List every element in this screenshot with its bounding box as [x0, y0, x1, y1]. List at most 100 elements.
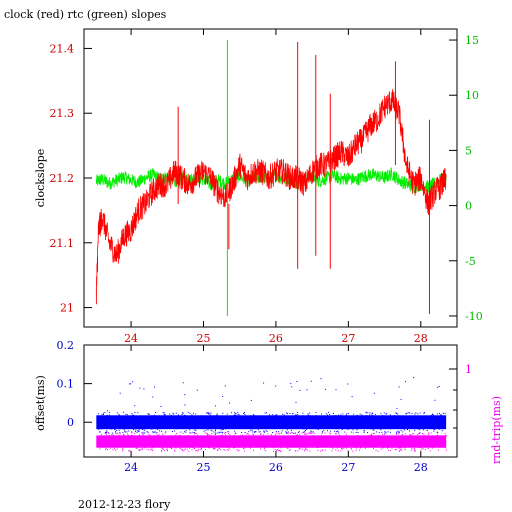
rnd-trip-series-point — [170, 435, 172, 437]
offset-series-point — [407, 427, 409, 429]
offset-series-point — [386, 413, 388, 415]
offset-series-point — [225, 428, 227, 430]
rnd-trip-series-point — [288, 435, 290, 437]
rnd-trip-series-point — [422, 448, 424, 450]
rnd-trip-series-point — [117, 432, 119, 434]
rnd-trip-series-point — [152, 441, 154, 443]
rnd-trip-series-point — [445, 447, 447, 449]
offset-series-point — [411, 412, 413, 414]
rnd-trip-series-point — [239, 435, 241, 437]
rnd-trip-series-point — [416, 437, 418, 439]
offset-series-point — [119, 432, 121, 434]
rnd-trip-series-point — [150, 449, 152, 451]
rnd-trip-series-point — [243, 437, 245, 439]
rnd-trip-series-point — [169, 437, 171, 439]
rnd-trip-series-point — [191, 447, 193, 448]
offset-series-point — [370, 428, 372, 430]
offset-series-point — [372, 429, 374, 431]
offset-series-point — [136, 418, 138, 420]
offset-series-point — [274, 418, 276, 420]
rnd-trip-series-point — [283, 443, 285, 445]
rnd-trip-series-point — [127, 438, 129, 440]
rnd-trip-series-point — [139, 441, 141, 443]
offset-series-point — [323, 430, 325, 432]
rnd-trip-series-point — [198, 436, 200, 438]
rnd-trip-series-point — [228, 439, 230, 441]
offset-series-point — [384, 421, 386, 423]
offset-series-point — [133, 416, 135, 418]
offset-series-point — [168, 417, 170, 419]
rnd-trip-series-point — [340, 437, 342, 439]
offset-series-point — [167, 417, 169, 419]
rnd-trip-series-point — [189, 447, 191, 449]
rnd-trip-series-point — [203, 445, 205, 446]
rnd-trip-series-point — [369, 441, 371, 442]
rnd-trip-series-point — [302, 437, 304, 439]
rnd-trip-series-point — [346, 447, 347, 449]
rnd-trip-series-point — [387, 436, 389, 438]
offset-outlier-point — [275, 385, 277, 387]
offset-series-point — [216, 419, 218, 420]
rnd-trip-series-point — [371, 433, 372, 435]
offset-series-point — [439, 412, 440, 414]
offset-series-point — [288, 416, 290, 418]
offset-series-point — [338, 432, 340, 434]
rnd-trip-series-point — [400, 445, 402, 447]
rnd-trip-series-point — [181, 448, 183, 450]
offset-series-point — [203, 415, 205, 417]
offset-series-point — [193, 412, 194, 414]
offset-series-point — [153, 426, 155, 428]
rnd-trip-series-point — [147, 436, 149, 438]
offset-series-point — [442, 425, 444, 427]
rnd-trip-series-point — [156, 445, 158, 447]
rnd-trip-series-point — [190, 441, 191, 443]
rnd-trip-series-point — [148, 437, 150, 439]
rnd-trip-series-point — [404, 447, 406, 449]
rnd-trip-series-point — [260, 433, 262, 435]
offset-series-point — [265, 425, 267, 427]
offset-series-point — [167, 422, 169, 424]
rnd-trip-series-point — [427, 434, 429, 436]
offset-series-point — [285, 422, 287, 424]
offset-series-point — [134, 431, 136, 433]
offset-series-point — [171, 417, 173, 419]
rnd-trip-series-point — [164, 432, 166, 434]
rnd-trip-series-point — [384, 433, 386, 435]
offset-series-point — [439, 421, 441, 423]
rnd-trip-series-point — [301, 448, 303, 450]
rnd-trip-series-point — [155, 441, 157, 443]
rnd-trip-series-point — [126, 442, 128, 444]
offset-series-point — [335, 431, 337, 433]
top-y-tick-label-right: -5 — [465, 255, 476, 268]
offset-series-point — [276, 426, 278, 428]
rnd-trip-series-point — [97, 444, 99, 446]
rnd-trip-series-point — [429, 435, 431, 437]
offset-series-point — [118, 414, 120, 416]
rnd-trip-series-point — [184, 446, 186, 448]
offset-series-point — [317, 416, 319, 418]
rnd-trip-series-point — [289, 449, 291, 451]
rnd-trip-series-point — [442, 445, 444, 447]
rnd-trip-series-point — [375, 449, 377, 451]
offset-series-point — [383, 418, 385, 420]
rnd-trip-series-point — [361, 436, 363, 437]
rnd-trip-series-point — [434, 442, 436, 443]
offset-series-point — [409, 422, 411, 424]
offset-series-point — [154, 425, 156, 427]
offset-series-point — [111, 426, 113, 427]
rnd-trip-series-point — [195, 432, 197, 434]
rnd-trip-series-point — [425, 441, 426, 442]
offset-series-point — [319, 425, 321, 427]
rnd-trip-series-point — [353, 446, 355, 448]
offset-series-point — [305, 426, 307, 428]
offset-series-point — [309, 415, 311, 417]
offset-series-point — [127, 425, 129, 427]
offset-series-point — [191, 414, 193, 416]
offset-series-point — [287, 422, 289, 424]
offset-series-point — [409, 412, 411, 414]
rnd-trip-series-point — [317, 446, 319, 448]
rnd-trip-series-point — [341, 437, 343, 439]
offset-series-point — [346, 413, 348, 415]
offset-series-point — [127, 416, 129, 418]
offset-series-point — [340, 423, 342, 425]
